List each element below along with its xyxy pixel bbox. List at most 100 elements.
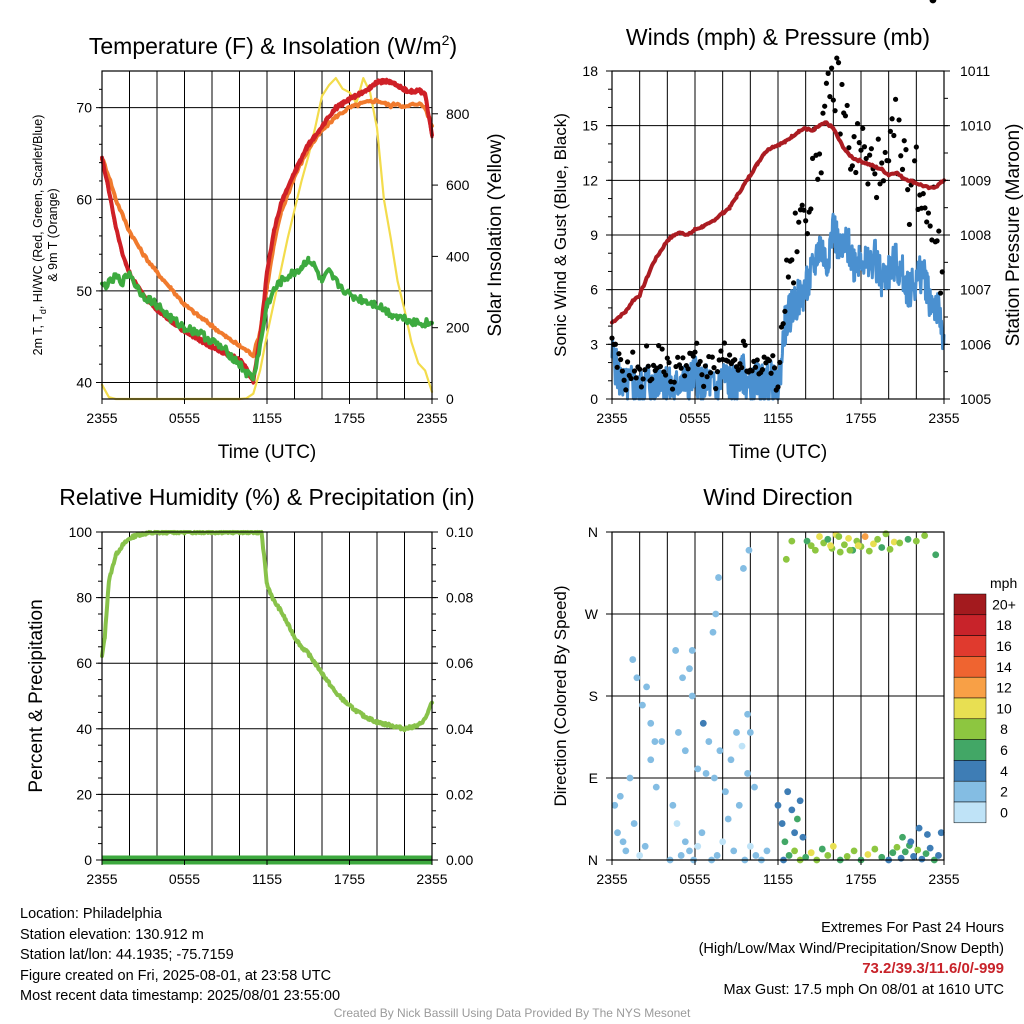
direction-point [745,546,753,554]
direction-point [724,815,732,823]
legend-swatch [953,780,987,803]
gust-point [868,146,874,152]
direction-point [626,774,634,782]
direction-point [686,847,693,855]
gust-point [616,351,622,357]
legend-label: 14 [996,659,1012,675]
legend-swatch [953,635,987,657]
gust-point [771,365,778,371]
direction-point [816,533,823,540]
y-tick-label: 60 [76,191,92,207]
temperature-panel: 2355 0555 1155 1755 2355 40 50 60 70 0 200 400 600 80… [31,32,506,463]
direction-point [918,855,926,863]
direction-point [688,647,696,654]
direction-point [937,829,945,837]
gust-point [749,368,755,374]
station-info: Location: Philadelphia Station elevation… [20,904,340,1007]
gust-point [898,153,904,159]
y-tick-label: 15 [582,118,598,134]
direction-point [829,842,837,850]
gust-point [770,353,776,359]
gust-point [638,384,644,390]
title-sup: 2 [442,32,450,48]
direction-point [633,674,641,682]
gust-point [682,373,688,379]
gust-point [920,191,926,197]
y2-tick-label: 0.10 [446,524,473,540]
direction-point [893,843,901,851]
gust-point [899,166,906,172]
legend-label: 4 [1000,763,1008,779]
extremes-title: Extremes For Past 24 Hours [821,920,1004,936]
direction-point [681,838,689,846]
direction-point [710,774,718,782]
gust-point [699,372,705,378]
x-axis-label: Time (UTC) [218,442,317,463]
direction-point [778,820,786,827]
y-tick-label: 60 [76,655,92,671]
direction-point [935,852,942,859]
direction-point [698,829,706,837]
direction-point [865,547,873,555]
direction-point [912,537,920,545]
gust-point [612,341,619,347]
direction-point [688,692,696,700]
gust-point [614,364,620,370]
gust-point [925,210,932,216]
direction-point [796,797,804,805]
legend-swatch [953,614,987,636]
gust-point [863,155,869,162]
gust-point [851,134,857,140]
gust-point [794,249,800,255]
direction-point [702,770,710,777]
x-tick-label: 2355 [928,410,959,426]
gust-point [906,221,913,228]
y-label-line1: 2m T, T [31,314,45,356]
gust-point [854,120,861,127]
gust-point [834,55,840,61]
gust-point [875,136,881,142]
y2-tick-label: 600 [446,177,470,193]
gust-point [830,97,836,103]
direction-point [811,546,819,554]
gust-point [664,355,670,361]
y-tick-label: S [589,688,598,704]
direction-point [744,770,751,777]
direction-point [651,738,659,745]
direction-point [889,849,897,857]
gust-point [799,202,805,208]
gust-point [912,158,918,164]
direction-point [709,628,717,636]
gust-point [905,187,911,193]
y2-tick-label: 1007 [960,282,991,298]
direction-point [744,710,751,718]
gust-point [801,207,807,213]
direction-point [716,747,724,755]
gust-point [886,158,892,164]
gust-point [732,357,738,363]
gust-point [671,379,677,385]
gust-point [846,145,852,151]
gust-point [697,358,703,365]
direction-point [681,747,689,755]
direction-point [788,806,796,814]
direction-point [896,539,904,547]
direction-point [673,820,681,827]
gust-point [721,340,727,346]
y-axis-label: Percent & Precipitation [26,599,47,792]
direction-point [886,545,894,553]
gust-point [785,274,791,280]
direction-point [636,852,644,859]
chart-title: Relative Humidity (%) & Precipitation (i… [59,484,474,510]
y2-axis-label: Station Pressure (Maroon) [1003,124,1024,347]
gust-point [790,280,797,286]
direction-point [784,788,792,796]
gust-point [835,60,842,66]
x-axis-label: Time (UTC) [729,442,828,463]
gust-point [640,376,646,382]
gust-point [692,349,698,355]
gust-point [619,368,625,374]
y-axis-label: Sonic Wind & Gust (Blue, Black) [551,113,570,357]
gust-point [780,321,786,327]
